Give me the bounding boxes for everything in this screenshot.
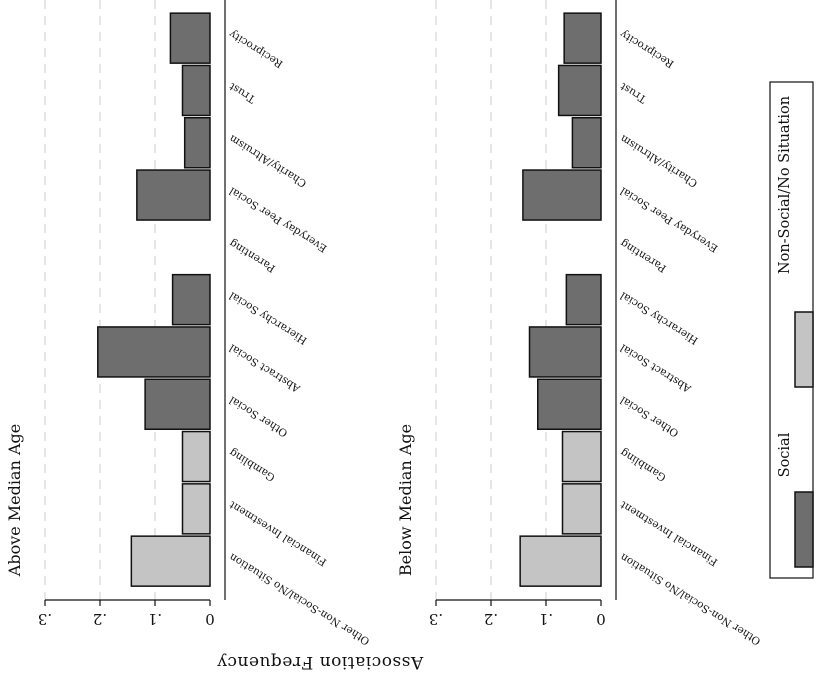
category-label: Hierarchy Social xyxy=(227,289,310,347)
legend-label: Social xyxy=(777,432,793,477)
category-label: Gambling xyxy=(227,446,277,484)
bar xyxy=(136,169,211,221)
tick-label: .2 xyxy=(93,610,107,628)
category-label: Other Non-Social/No Situation xyxy=(227,550,372,647)
bar xyxy=(183,117,211,169)
category-label: Reciprocity xyxy=(227,28,285,70)
tick-label: .3 xyxy=(38,610,52,628)
legend-swatch-social xyxy=(794,491,814,568)
category-label: Abstract Social xyxy=(227,341,303,395)
bar xyxy=(537,378,602,430)
bar xyxy=(519,535,602,587)
panel-above-median-age: ReciprocityTrustCharity/AltruismEveryday… xyxy=(5,0,372,647)
bar xyxy=(171,273,211,326)
legend: Social Non-Social/No Situation xyxy=(769,81,814,579)
category-label: Other Social xyxy=(618,393,681,439)
category-label: Trust xyxy=(618,79,649,105)
bar xyxy=(181,64,211,117)
tick-label: .2 xyxy=(484,610,498,628)
bar xyxy=(561,483,602,535)
panel-title: Below Median Age xyxy=(396,424,415,576)
category-label: Trust xyxy=(227,79,258,105)
bar xyxy=(565,273,602,326)
category-label: Charity/Altruism xyxy=(227,132,309,189)
bar xyxy=(181,483,211,535)
bar xyxy=(571,117,602,169)
category-label: Other Social xyxy=(227,393,290,439)
bar xyxy=(169,12,211,64)
bar xyxy=(97,326,211,378)
bar xyxy=(181,430,211,483)
bar xyxy=(557,64,602,117)
tick-label: .1 xyxy=(148,610,162,628)
category-label: Reciprocity xyxy=(618,28,676,70)
panel-below-median-age: ReciprocityTrustCharity/AltruismEveryday… xyxy=(396,0,763,647)
y-axis-title: Association Frequency xyxy=(217,652,424,672)
bar xyxy=(561,430,602,483)
tick-label: 0 xyxy=(596,610,606,628)
tick-label: 0 xyxy=(205,610,215,628)
category-label: Abstract Social xyxy=(618,341,694,395)
tick-label: .3 xyxy=(429,610,443,628)
category-label: Charity/Altruism xyxy=(618,132,700,189)
category-label: Gambling xyxy=(618,446,668,484)
panel-title: Above Median Age xyxy=(5,424,24,577)
bar xyxy=(130,535,211,587)
category-label: Parenting xyxy=(618,237,669,275)
category-label: Hierarchy Social xyxy=(618,289,701,347)
tick-label: .1 xyxy=(539,610,553,628)
legend-label: Non-Social/No Situation xyxy=(777,96,793,274)
bar xyxy=(144,378,211,430)
category-label: Parenting xyxy=(227,237,278,275)
bar xyxy=(522,169,602,221)
category-label: Other Non-Social/No Situation xyxy=(618,550,763,647)
bar xyxy=(528,326,602,378)
chart-panels: ReciprocityTrustCharity/AltruismEveryday… xyxy=(5,0,763,647)
bar xyxy=(563,12,602,64)
legend-swatch-non-social xyxy=(794,311,814,388)
